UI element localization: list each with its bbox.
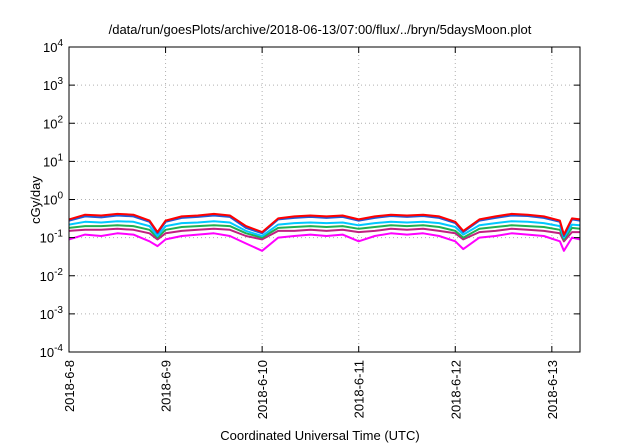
chart-title: /data/run/goesPlots/archive/2018-06-13/0…: [108, 22, 532, 37]
x-tick-label: 2018-6-8: [62, 360, 77, 412]
x-tick-label: 2018-6-11: [352, 360, 367, 418]
y-tick-label: 104: [43, 38, 63, 55]
y-tick-label: 10-4: [40, 343, 64, 360]
x-axis-ticks: 2018-6-8 2018-6-9 2018-6-10 2018-6-11 2018-6…: [62, 47, 560, 419]
series-line-2: [68, 220, 581, 239]
y-tick-label: 10-1: [40, 229, 64, 246]
x-tick-label: 2018-6-10: [255, 360, 270, 419]
x-tick-label: 2018-6-12: [448, 360, 463, 419]
y-tick-label: 101: [43, 152, 63, 169]
y-tick-label: 103: [43, 76, 63, 93]
series-line-4: [68, 227, 580, 243]
y-tick-label: 100: [43, 191, 63, 208]
series-line-3: [68, 224, 581, 241]
series-line-0: [68, 212, 581, 236]
series-lines: [68, 212, 581, 252]
y-axis-label: cGy/day: [28, 176, 43, 224]
x-axis-label: Coordinated Universal Time (UTC): [220, 428, 420, 443]
grid-lines: [69, 47, 580, 352]
y-axis-ticks: 10-4 10-3 10-2 10-1 100 101 102 103 104: [40, 38, 580, 360]
series-line-5: [68, 232, 581, 252]
y-tick-label: 10-3: [40, 305, 64, 322]
x-tick-label: 2018-6-13: [545, 360, 560, 419]
y-tick-label: 102: [43, 114, 63, 131]
x-tick-label: 2018-6-9: [159, 360, 174, 412]
y-tick-label: 10-2: [40, 267, 64, 284]
